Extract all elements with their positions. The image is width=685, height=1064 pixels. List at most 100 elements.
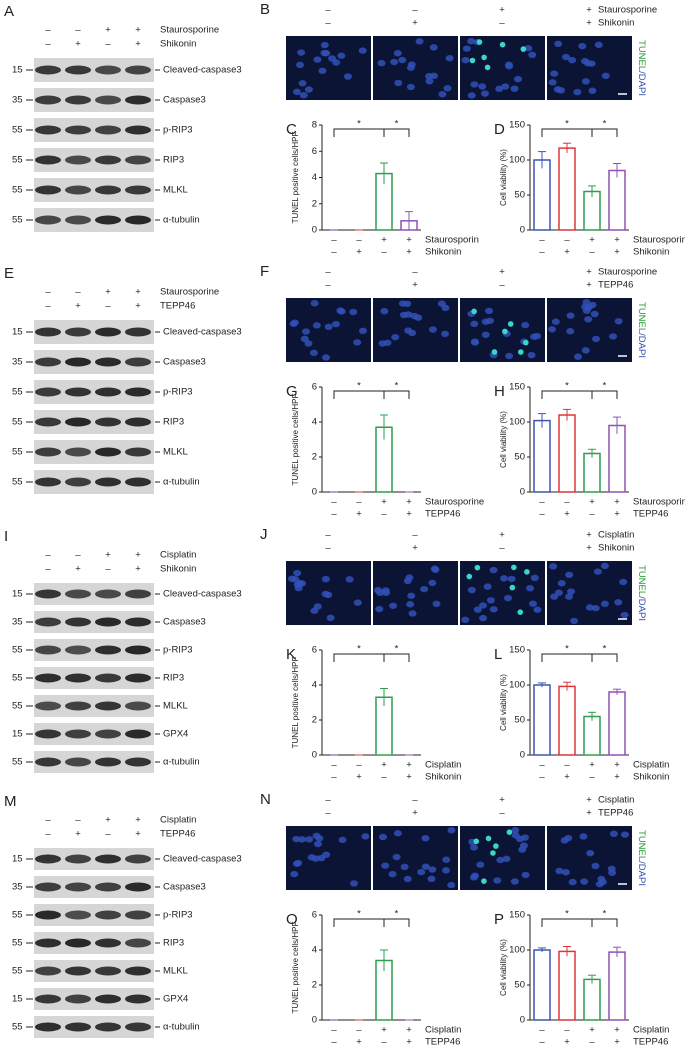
- blot-band: [35, 125, 61, 135]
- cell-nucleus: [290, 870, 299, 878]
- blot-band: [95, 95, 121, 105]
- blot-band: [35, 994, 61, 1004]
- tunel-cell: [511, 564, 517, 571]
- stain-label: TUNEL/DAPI: [636, 830, 647, 886]
- treatment-sign: +: [614, 247, 620, 258]
- treatment-sign: –: [45, 815, 51, 826]
- band-label: p-RIP3: [163, 125, 193, 136]
- blot-band: [35, 357, 61, 367]
- treatment-sign: +: [589, 497, 595, 508]
- treatment-sign: –: [105, 301, 111, 312]
- treatment-sign: +: [406, 772, 412, 783]
- cell-nucleus: [377, 59, 386, 67]
- cell-nucleus: [565, 571, 574, 579]
- cell-nucleus: [598, 878, 607, 886]
- tunel-cell: [493, 843, 499, 849]
- blot-band: [65, 477, 91, 487]
- panel-letter: M: [4, 793, 17, 810]
- treatment-name: Staurosporine: [633, 235, 685, 246]
- blot-strip: [34, 876, 154, 898]
- cell-nucleus: [324, 323, 333, 331]
- band-label: p-RIP3: [163, 387, 193, 398]
- cell-nucleus: [601, 72, 610, 79]
- treatment-name: Shikonin: [425, 247, 461, 258]
- cell-nucleus: [469, 844, 478, 851]
- cell-nucleus: [489, 606, 498, 613]
- significance-label: *: [395, 381, 399, 392]
- panel-letter: F: [260, 263, 269, 280]
- blot-band: [125, 327, 151, 337]
- cell-nucleus: [499, 575, 508, 582]
- treatment-sign: +: [412, 543, 418, 554]
- blot-band: [95, 125, 121, 135]
- treatment-sign: +: [614, 235, 620, 246]
- cell-nucleus: [489, 566, 498, 574]
- tunel-cell: [474, 564, 481, 571]
- blot-band: [65, 65, 91, 75]
- treatment-sign: +: [356, 509, 362, 520]
- y-tick-label: 2: [312, 198, 317, 209]
- treatment-name: TEPP46: [160, 829, 195, 840]
- tunel-cell: [473, 838, 480, 845]
- y-tick-label: 6: [312, 910, 317, 921]
- cell-nucleus: [353, 339, 362, 346]
- cell-nucleus: [430, 72, 439, 80]
- cell-nucleus: [609, 333, 618, 340]
- y-tick-label: 0: [520, 487, 525, 498]
- treatment-sign: –: [539, 772, 545, 783]
- cell-nucleus: [521, 321, 530, 329]
- bar: [608, 169, 626, 231]
- cell-nucleus: [392, 853, 401, 861]
- blot-band: [125, 701, 151, 711]
- treatment-sign: –: [45, 301, 51, 312]
- cell-nucleus: [566, 312, 575, 319]
- cell-nucleus: [312, 832, 321, 840]
- treatment-name: Cisplatin: [160, 815, 196, 826]
- treatment-sign: +: [135, 287, 141, 298]
- y-tick-label: 2: [312, 715, 317, 726]
- cell-nucleus: [594, 41, 603, 49]
- mw-label: 35: [12, 95, 23, 106]
- treatment-name: Staurosporine: [598, 5, 657, 16]
- blot-strip: [34, 639, 154, 661]
- mw-label: 55: [12, 185, 23, 196]
- blot-band: [95, 673, 121, 683]
- treatment-sign: +: [406, 235, 412, 246]
- significance-bracket: [383, 128, 410, 137]
- cell-nucleus: [511, 826, 520, 834]
- treatment-name: Staurosporin: [425, 235, 479, 246]
- mw-label: 15: [12, 994, 23, 1005]
- tunel-cell: [509, 584, 516, 591]
- stain-dapi: /DAPI: [636, 71, 647, 96]
- treatment-sign: +: [406, 1025, 412, 1036]
- y-tick-label: 4: [312, 417, 317, 428]
- treatment-sign: –: [539, 1037, 545, 1048]
- cell-nucleus: [295, 580, 304, 587]
- cell-nucleus: [406, 601, 415, 608]
- cell-nucleus: [528, 600, 537, 607]
- treatment-sign: –: [539, 497, 545, 508]
- band-label: Caspase3: [163, 617, 206, 628]
- significance-bracket: [333, 390, 385, 399]
- mw-label: 55: [12, 938, 23, 949]
- treatment-name: Shikonin: [598, 18, 634, 29]
- treatment-sign: +: [589, 1025, 595, 1036]
- blot-band: [125, 589, 151, 599]
- bar: [583, 452, 601, 493]
- cell-nucleus: [481, 90, 490, 97]
- treatment-sign: –: [325, 5, 331, 16]
- blot-band: [125, 387, 151, 397]
- treatment-sign: –: [105, 564, 111, 575]
- y-tick-label: 2: [312, 452, 317, 463]
- blot-band: [125, 854, 151, 864]
- blot-band: [125, 477, 151, 487]
- band-label: RIP3: [163, 938, 184, 949]
- treatment-sign: +: [356, 1037, 362, 1048]
- cell-nucleus: [557, 580, 566, 587]
- blot-band: [65, 357, 91, 367]
- blot-band: [65, 447, 91, 457]
- mw-label: 15: [12, 729, 23, 740]
- mw-label: 55: [12, 701, 23, 712]
- treatment-sign: +: [586, 530, 592, 541]
